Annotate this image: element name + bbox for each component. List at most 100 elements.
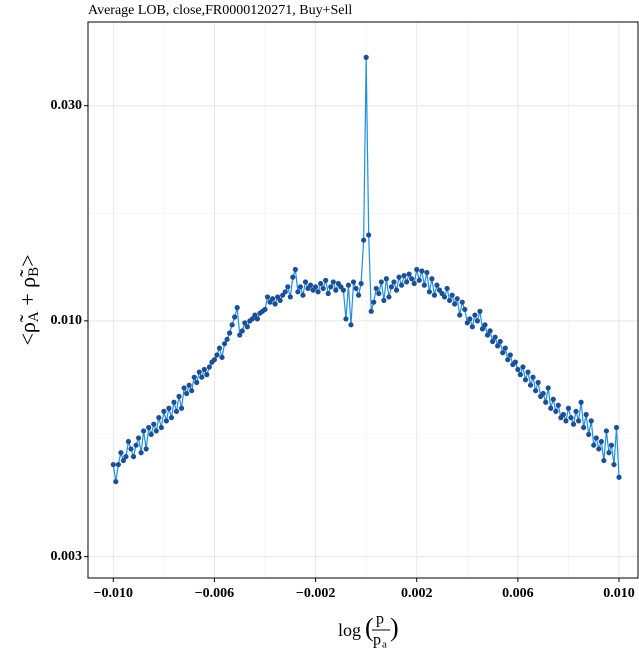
data-point <box>487 328 493 334</box>
data-point <box>285 284 291 290</box>
data-point <box>568 415 574 421</box>
x-label-func: log <box>338 620 361 640</box>
data-point <box>353 285 359 292</box>
data-point <box>603 428 609 434</box>
data-point <box>616 474 622 480</box>
data-point <box>500 350 506 356</box>
data-point <box>388 284 395 290</box>
x-label-numerator: p <box>376 611 384 628</box>
data-point <box>148 431 154 438</box>
data-point <box>118 450 124 456</box>
data-point <box>161 408 167 414</box>
data-point <box>527 382 534 388</box>
data-point <box>424 269 430 276</box>
grid <box>88 22 638 578</box>
data-point <box>591 442 597 448</box>
data-point <box>608 442 615 448</box>
data-point <box>196 369 202 375</box>
data-point <box>484 332 491 338</box>
data-point <box>396 274 402 280</box>
data-point <box>421 282 427 288</box>
data-point <box>416 277 422 283</box>
y-tick-label: 0.010 <box>51 313 83 328</box>
data-point <box>224 336 230 342</box>
data-point <box>613 424 620 431</box>
data-point <box>295 289 301 295</box>
data-point <box>221 341 228 347</box>
data-point <box>550 396 556 402</box>
data-point <box>186 382 192 388</box>
data-point <box>206 364 212 370</box>
data-point <box>459 299 465 305</box>
data-point <box>411 280 417 287</box>
data-point <box>163 418 169 424</box>
data-point <box>477 308 483 314</box>
data-point <box>586 431 592 438</box>
data-point <box>398 282 405 288</box>
data-point <box>540 390 546 397</box>
data-point <box>472 312 478 318</box>
data-point <box>204 372 210 378</box>
x-tick-label: 0.002 <box>401 586 433 601</box>
data-point <box>462 306 468 313</box>
data-point <box>371 299 377 305</box>
data-point <box>287 294 293 300</box>
data-point <box>153 428 159 434</box>
data-point <box>355 292 362 298</box>
data-point <box>444 285 450 292</box>
data-point <box>168 415 175 421</box>
data-point <box>133 442 139 448</box>
data-point <box>181 385 187 391</box>
data-point <box>401 272 407 279</box>
data-point <box>553 408 559 414</box>
data-point <box>409 276 415 282</box>
y-label-sub: B <box>26 267 42 277</box>
data-point <box>578 399 584 405</box>
data-point <box>191 374 197 380</box>
data-point <box>548 405 554 411</box>
data-point <box>232 314 238 320</box>
data-point <box>227 330 233 336</box>
data-point <box>201 366 207 373</box>
data-point <box>125 438 132 445</box>
data-point <box>135 435 142 441</box>
data-point <box>325 290 331 297</box>
data-point <box>386 294 392 300</box>
y-axis-label: <ρ̃A + ρ̃B> <box>15 254 42 345</box>
data-point <box>312 284 319 290</box>
data-point <box>302 279 309 285</box>
data-point <box>244 324 250 330</box>
data-point <box>366 232 372 238</box>
data-point <box>391 279 397 285</box>
data-point <box>376 290 382 297</box>
data-point <box>282 289 288 295</box>
data-point <box>216 345 223 351</box>
data-point <box>320 285 326 292</box>
data-point <box>378 279 384 285</box>
data-point <box>532 388 539 394</box>
data-point <box>189 388 195 394</box>
data-point <box>290 274 296 280</box>
data-point <box>593 435 599 441</box>
y-label-sub: A <box>26 311 42 322</box>
data-point <box>452 301 458 307</box>
data-point <box>419 268 425 274</box>
data-point <box>358 280 364 287</box>
data-point <box>560 411 567 418</box>
data-point <box>429 276 435 282</box>
x-axis-label: log ( p p a ) <box>338 611 399 651</box>
data-point <box>361 237 367 243</box>
data-point <box>383 276 389 282</box>
data-point <box>414 266 420 273</box>
data-point <box>573 408 579 414</box>
data-point <box>115 461 121 468</box>
data-point <box>130 454 137 460</box>
data-point <box>141 428 147 434</box>
x-label-paren: ) <box>390 613 399 642</box>
data-point <box>340 287 347 293</box>
data-point <box>479 326 486 332</box>
data-point <box>426 289 432 295</box>
data-point <box>464 320 470 326</box>
data-point <box>242 320 248 326</box>
